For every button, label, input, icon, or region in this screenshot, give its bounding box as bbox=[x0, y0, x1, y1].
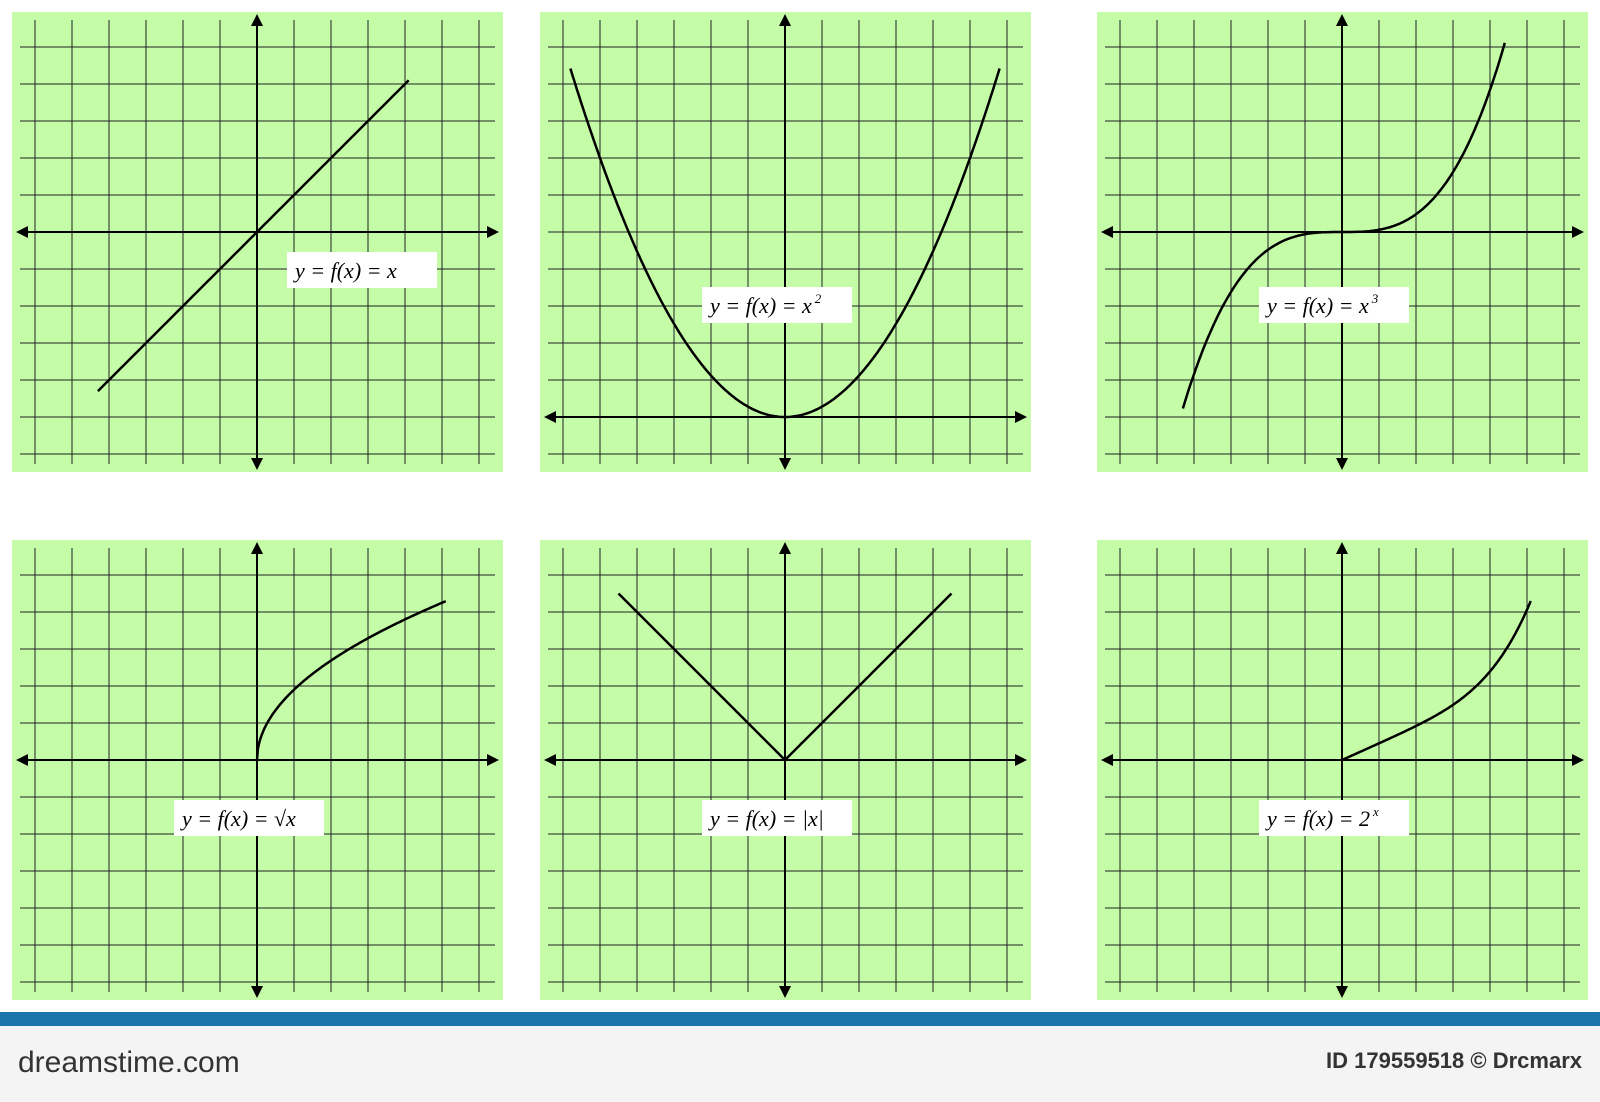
formula-exponent: 2 bbox=[815, 291, 822, 306]
formula-exponent: 3 bbox=[1371, 291, 1379, 306]
graph-panel: y = f(x) = |x| bbox=[540, 540, 1031, 1000]
graph-panel: y = f(x) = x bbox=[12, 12, 503, 472]
formula-box bbox=[1259, 800, 1409, 836]
function-curve bbox=[1181, 42, 1507, 409]
formula-box bbox=[702, 800, 852, 836]
formula: y = f(x) = x bbox=[293, 258, 397, 283]
function-curve bbox=[617, 592, 953, 762]
function-curve bbox=[255, 600, 447, 761]
formula-box bbox=[174, 800, 324, 836]
formula-box bbox=[1259, 287, 1409, 323]
formula-exponent: x bbox=[1372, 804, 1379, 819]
formula-text: y = f(x) = |x| bbox=[708, 806, 824, 831]
footer bbox=[0, 1026, 1600, 1102]
image-id: ID 179559518 © Drcmarx bbox=[1326, 1048, 1583, 1073]
footer-bar bbox=[0, 1012, 1600, 1026]
function-curve bbox=[569, 68, 1001, 419]
function-curve bbox=[97, 79, 410, 392]
formula-box bbox=[702, 287, 852, 323]
formula-text: y = f(x) = √x bbox=[180, 806, 296, 831]
formula-text: y = f(x) = x bbox=[1265, 293, 1369, 318]
formula: y = f(x) = √x bbox=[180, 806, 296, 831]
graph-panel: y = f(x) = √x bbox=[12, 540, 503, 1000]
function-curve bbox=[1341, 600, 1532, 762]
formula-box bbox=[287, 252, 437, 288]
formula-text: y = f(x) = x bbox=[293, 258, 397, 283]
brand: dreamstime.com bbox=[18, 1046, 240, 1079]
formula-text: y = f(x) = x bbox=[708, 293, 812, 318]
formula: y = f(x) = |x| bbox=[708, 806, 824, 831]
formula-text: y = f(x) = 2 bbox=[1265, 806, 1370, 831]
